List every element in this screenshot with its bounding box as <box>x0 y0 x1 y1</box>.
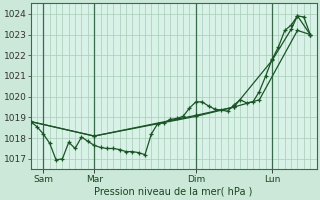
X-axis label: Pression niveau de la mer( hPa ): Pression niveau de la mer( hPa ) <box>94 187 253 197</box>
